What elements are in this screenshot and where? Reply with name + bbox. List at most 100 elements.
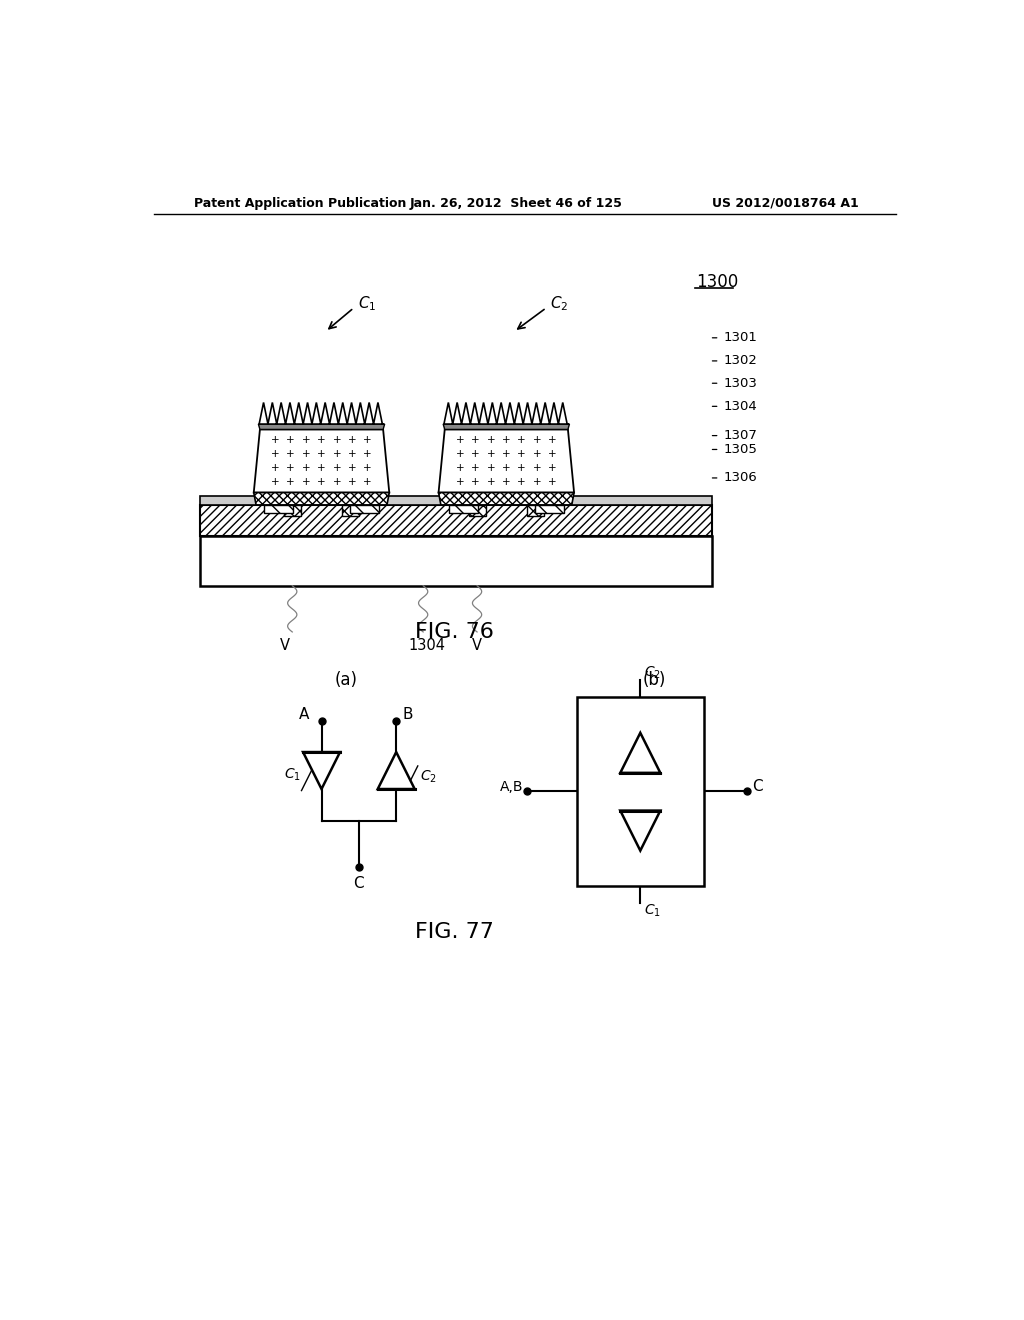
Polygon shape [254, 492, 389, 506]
Bar [264, 506, 293, 512]
Text: +: + [333, 477, 341, 487]
Text: +: + [271, 436, 280, 445]
Text: A: A [299, 706, 309, 722]
Bar [535, 506, 564, 512]
Text: +: + [517, 449, 526, 459]
Text: +: + [333, 463, 341, 473]
Text: C: C [353, 876, 365, 891]
Text: +: + [302, 436, 310, 445]
Bar [449, 506, 478, 512]
Bar [200, 496, 712, 506]
Text: +: + [471, 436, 480, 445]
Polygon shape [438, 429, 574, 492]
Text: $C_1$: $C_1$ [357, 294, 376, 313]
Text: +: + [471, 449, 480, 459]
Text: +: + [502, 449, 511, 459]
Polygon shape [443, 424, 569, 429]
Polygon shape [621, 810, 660, 850]
Bar [527, 506, 544, 516]
Text: +: + [333, 449, 341, 459]
Text: +: + [517, 463, 526, 473]
Polygon shape [444, 403, 568, 424]
Text: +: + [456, 449, 465, 459]
Text: +: + [317, 436, 326, 445]
Text: +: + [348, 436, 356, 445]
Text: $C_1$: $C_1$ [644, 903, 662, 919]
Polygon shape [438, 492, 574, 506]
Text: +: + [317, 449, 326, 459]
Bar [350, 506, 379, 512]
Text: +: + [364, 436, 372, 445]
Bar [342, 506, 359, 516]
Polygon shape [378, 752, 415, 789]
Polygon shape [258, 424, 385, 429]
Text: +: + [456, 477, 465, 487]
Text: +: + [532, 436, 542, 445]
Text: +: + [287, 449, 295, 459]
Text: +: + [333, 436, 341, 445]
Text: +: + [532, 463, 542, 473]
Text: FIG. 76: FIG. 76 [415, 622, 494, 642]
Text: +: + [302, 477, 310, 487]
Text: $C_2$: $C_2$ [420, 768, 437, 785]
Bar [469, 506, 485, 516]
Text: $C_2$: $C_2$ [644, 664, 662, 681]
Text: +: + [348, 463, 356, 473]
Text: V: V [472, 639, 482, 653]
Polygon shape [254, 429, 389, 492]
Text: Patent Application Publication: Patent Application Publication [194, 197, 407, 210]
Text: 1300: 1300 [696, 273, 738, 290]
Text: +: + [287, 436, 295, 445]
Text: +: + [486, 477, 496, 487]
Polygon shape [303, 752, 340, 789]
Text: +: + [486, 449, 496, 459]
Text: +: + [271, 463, 280, 473]
Text: +: + [302, 463, 310, 473]
Text: +: + [532, 477, 542, 487]
Text: 1302: 1302 [724, 354, 758, 367]
Polygon shape [259, 403, 384, 424]
Text: Jan. 26, 2012  Sheet 46 of 125: Jan. 26, 2012 Sheet 46 of 125 [410, 197, 623, 210]
Text: +: + [287, 477, 295, 487]
Bar [200, 536, 712, 586]
Text: B: B [402, 706, 413, 722]
Text: +: + [502, 463, 511, 473]
Text: $C_1$: $C_1$ [284, 766, 301, 783]
Text: 1304: 1304 [409, 639, 445, 653]
Text: +: + [532, 449, 542, 459]
Text: +: + [364, 477, 372, 487]
Text: 1301: 1301 [724, 331, 758, 345]
Text: 1307: 1307 [724, 429, 758, 442]
Text: +: + [486, 436, 496, 445]
Text: 1303: 1303 [724, 376, 758, 389]
Text: C: C [752, 779, 763, 795]
Text: (a): (a) [335, 672, 357, 689]
Polygon shape [621, 733, 660, 774]
Bar [200, 506, 712, 536]
Text: +: + [456, 463, 465, 473]
Text: +: + [271, 449, 280, 459]
Text: +: + [486, 463, 496, 473]
Bar [284, 506, 301, 516]
Text: +: + [548, 449, 557, 459]
Text: +: + [471, 463, 480, 473]
Text: +: + [302, 449, 310, 459]
Text: +: + [471, 477, 480, 487]
Text: +: + [548, 436, 557, 445]
Text: +: + [317, 477, 326, 487]
Text: 1305: 1305 [724, 444, 758, 455]
Text: +: + [517, 477, 526, 487]
Text: +: + [271, 477, 280, 487]
Text: $C_2$: $C_2$ [550, 294, 568, 313]
Text: A,B: A,B [500, 780, 523, 793]
Text: +: + [548, 477, 557, 487]
Text: +: + [502, 436, 511, 445]
Text: 1306: 1306 [724, 471, 757, 484]
Text: +: + [364, 463, 372, 473]
Text: +: + [348, 449, 356, 459]
Text: +: + [548, 463, 557, 473]
Text: 1304: 1304 [724, 400, 757, 413]
Text: +: + [317, 463, 326, 473]
Text: FIG. 77: FIG. 77 [415, 923, 494, 942]
Text: (b): (b) [642, 672, 666, 689]
